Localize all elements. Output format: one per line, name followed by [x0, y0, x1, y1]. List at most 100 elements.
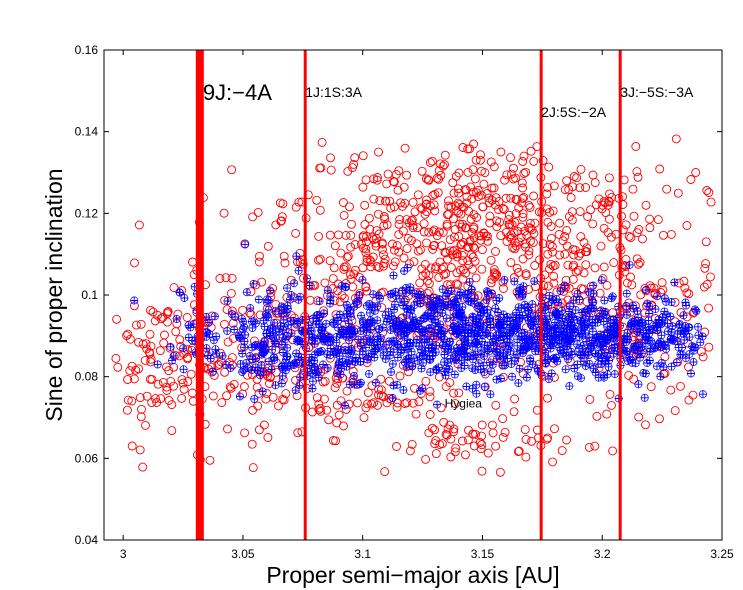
- data-point-circle: [291, 375, 301, 385]
- data-point-plus-ring: [483, 288, 492, 297]
- data-point-plus: [675, 319, 684, 328]
- data-point-plus-ring: [557, 306, 566, 315]
- data-point-circle: [352, 398, 362, 408]
- data-point-circle: [531, 282, 540, 292]
- data-point-plus: [644, 323, 653, 332]
- resonance-label: 2J:5S:−2A: [541, 104, 607, 120]
- data-point-plus-ring: [535, 325, 544, 334]
- data-point-plus: [466, 298, 475, 307]
- data-point-plus-ring: [609, 326, 618, 335]
- data-point-circle: [498, 284, 508, 293]
- data-point-circle: [129, 374, 139, 384]
- data-point-circle: [442, 430, 452, 440]
- data-point-circle: [590, 263, 600, 273]
- data-point-circle: [263, 433, 273, 442]
- data-point-plus-ring: [480, 352, 489, 361]
- data-point-plus-ring: [390, 300, 399, 309]
- data-point-circle: [471, 273, 481, 283]
- data-point-circle: [670, 406, 680, 416]
- data-point-plus-ring: [597, 354, 606, 363]
- data-point-circle: [517, 198, 527, 208]
- data-point-plus-ring: [427, 343, 436, 352]
- data-point-plus-ring: [430, 328, 439, 337]
- data-point-plus-ring: [296, 292, 305, 301]
- data-point-plus: [418, 325, 427, 334]
- data-point-plus-ring: [334, 360, 343, 369]
- data-point-plus-ring: [378, 323, 387, 332]
- data-point-circle: [706, 197, 716, 207]
- data-point-plus-ring: [692, 307, 701, 316]
- data-point-circle: [407, 439, 417, 449]
- data-point-circle: [420, 209, 430, 219]
- data-point-plus: [257, 342, 265, 350]
- data-point-plus: [430, 304, 439, 313]
- data-point-plus: [323, 286, 332, 295]
- data-point-plus: [635, 319, 644, 328]
- data-point-plus: [513, 335, 522, 344]
- data-point-plus-ring: [435, 299, 444, 308]
- data-point-circle: [145, 329, 155, 339]
- data-point-plus: [472, 389, 481, 398]
- data-point-circle: [545, 240, 555, 249]
- data-point-circle: [498, 204, 508, 213]
- data-point-plus-ring: [449, 322, 458, 331]
- data-point-plus-ring: [485, 347, 493, 356]
- data-point-plus: [440, 350, 449, 359]
- data-point-plus-ring: [573, 360, 582, 369]
- data-point-circle: [598, 200, 608, 210]
- data-point-circle: [245, 308, 255, 318]
- data-point-plus-ring: [391, 287, 400, 296]
- data-point-circle: [427, 156, 437, 166]
- data-point-plus-ring: [552, 330, 561, 339]
- data-point-plus-ring: [500, 275, 509, 284]
- data-point-plus-ring: [238, 368, 247, 376]
- data-point-plus: [635, 328, 644, 337]
- data-point-plus-ring: [278, 333, 287, 342]
- data-point-plus: [577, 330, 586, 339]
- data-point-circle: [511, 209, 521, 219]
- data-point-plus-ring: [660, 340, 669, 349]
- data-point-plus-ring: [657, 358, 666, 367]
- data-point-plus: [645, 309, 654, 318]
- data-point-circle: [579, 268, 589, 278]
- data-point-plus-ring: [333, 313, 341, 322]
- data-point-circle: [430, 189, 440, 199]
- data-point-plus: [523, 313, 532, 322]
- data-point-plus: [634, 380, 643, 389]
- data-point-plus: [557, 332, 566, 341]
- data-point-circle: [502, 170, 512, 180]
- data-point-circle: [268, 283, 278, 293]
- data-point-plus: [603, 370, 612, 379]
- data-point-circle: [135, 393, 145, 403]
- x-tick-label: 3: [120, 547, 127, 561]
- data-point-circle: [130, 258, 139, 268]
- data-point-plus-ring: [635, 319, 644, 328]
- data-point-circle: [362, 286, 372, 296]
- data-point-plus: [355, 291, 364, 300]
- x-tick-label: 3.1: [354, 547, 371, 561]
- data-point-plus-ring: [545, 311, 554, 320]
- data-point-plus: [555, 343, 564, 352]
- data-point-circle: [278, 394, 288, 404]
- data-point-circle: [477, 466, 487, 476]
- data-point-circle: [380, 214, 390, 224]
- data-point-plus: [483, 346, 492, 354]
- data-point-circle: [524, 250, 534, 260]
- data-point-circle: [319, 394, 329, 404]
- data-point-circle: [543, 182, 552, 192]
- data-point-circle: [632, 167, 642, 177]
- data-point-circle: [489, 265, 499, 275]
- data-point-plus-ring: [580, 350, 589, 359]
- data-point-plus-ring: [271, 339, 280, 348]
- data-point-circle: [528, 238, 538, 247]
- data-point-plus-ring: [514, 379, 523, 388]
- data-point-plus-ring: [681, 298, 690, 307]
- data-point-plus-ring: [291, 386, 300, 395]
- data-point-plus: [587, 304, 596, 313]
- data-point-circle: [425, 158, 435, 168]
- data-point-plus: [333, 313, 341, 322]
- data-point-circle: [680, 283, 690, 293]
- data-point-plus-ring: [506, 347, 515, 355]
- data-point-plus-ring: [447, 345, 455, 354]
